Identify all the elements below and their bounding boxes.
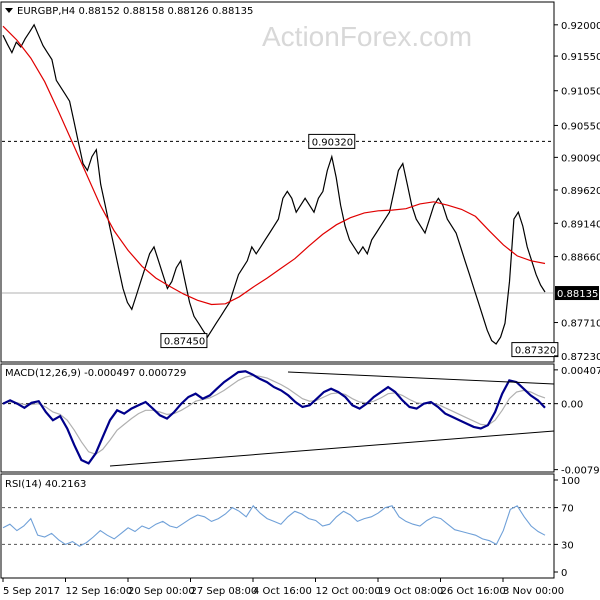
price-tick-label: 0.91050 [561,87,600,98]
macd-signal-line [2,374,546,455]
rsi-line [2,504,546,547]
time-tick-label: 26 Oct 16:00 [441,586,506,597]
rsi-panel-title: RSI(14) 40.2163 [5,479,86,490]
price-annotation-box [511,342,559,358]
time-tick-label: 4 Oct 16:00 [253,586,312,597]
price-annotation-label: 0.87450 [164,337,205,348]
macd-tick-label: 0.00 [561,400,583,411]
price-tick-label: 0.90550 [561,121,600,132]
price-annotation-box [308,133,356,149]
price-panel-title: EURGBP,H4 0.88152 0.88158 0.88126 0.8813… [17,6,253,17]
time-tick-label: 27 Sep 08:00 [191,586,258,597]
current-price-label: 0.88135 [557,289,598,300]
rsi-tick-label: 70 [561,504,574,515]
price-tick-label: 0.89620 [561,186,600,197]
macd-line [2,370,546,465]
current-price-tag [555,286,599,301]
price-panel [0,1,555,363]
time-tick-label: 20 Sep 00:00 [128,586,195,597]
price-line [2,23,546,345]
watermark: ActionForex.com [262,21,472,52]
time-tick-label: 19 Oct 08:00 [378,586,443,597]
price-tick-label: 0.88660 [561,253,600,264]
time-tick-label: 12 Oct 00:00 [316,586,381,597]
price-annotation-box [160,333,208,349]
macd-panel [0,363,555,473]
price-title-group: EURGBP,H4 0.88152 0.88158 0.88126 0.8813… [5,6,253,17]
price-annotation-label: 0.90320 [312,137,353,148]
rsi-tick-label: 0 [561,568,567,579]
time-tick-label: 5 Sep 2017 [3,586,60,597]
price-tick-label: 0.92000 [561,21,600,32]
price-tick-label: 0.87230 [561,352,600,363]
price-tick-label: 0.89140 [561,219,600,230]
rsi-panel [0,473,555,579]
rsi-tick-label: 100 [561,476,580,487]
macd-panel-title: MACD(12,26,9) -0.000497 0.000729 [5,368,186,379]
moving-average-line [2,25,546,306]
macd-upper-trendline [287,371,555,385]
price-tick-label: 0.91550 [561,52,600,63]
time-tick-label: 12 Sep 16:00 [66,586,133,597]
macd-tick-label: -0.007956 [561,466,600,477]
rsi-tick-label: 30 [561,540,574,551]
price-tick-label: 0.90090 [561,153,600,164]
macd-lower-trendline [109,430,555,467]
price-annotation-label: 0.87320 [515,346,556,357]
price-tick-label: 0.87710 [561,319,600,330]
time-tick-label: 3 Nov 00:00 [503,586,564,597]
macd-tick-label: 0.004076 [561,366,600,377]
collapse-triangle-icon [5,8,13,13]
